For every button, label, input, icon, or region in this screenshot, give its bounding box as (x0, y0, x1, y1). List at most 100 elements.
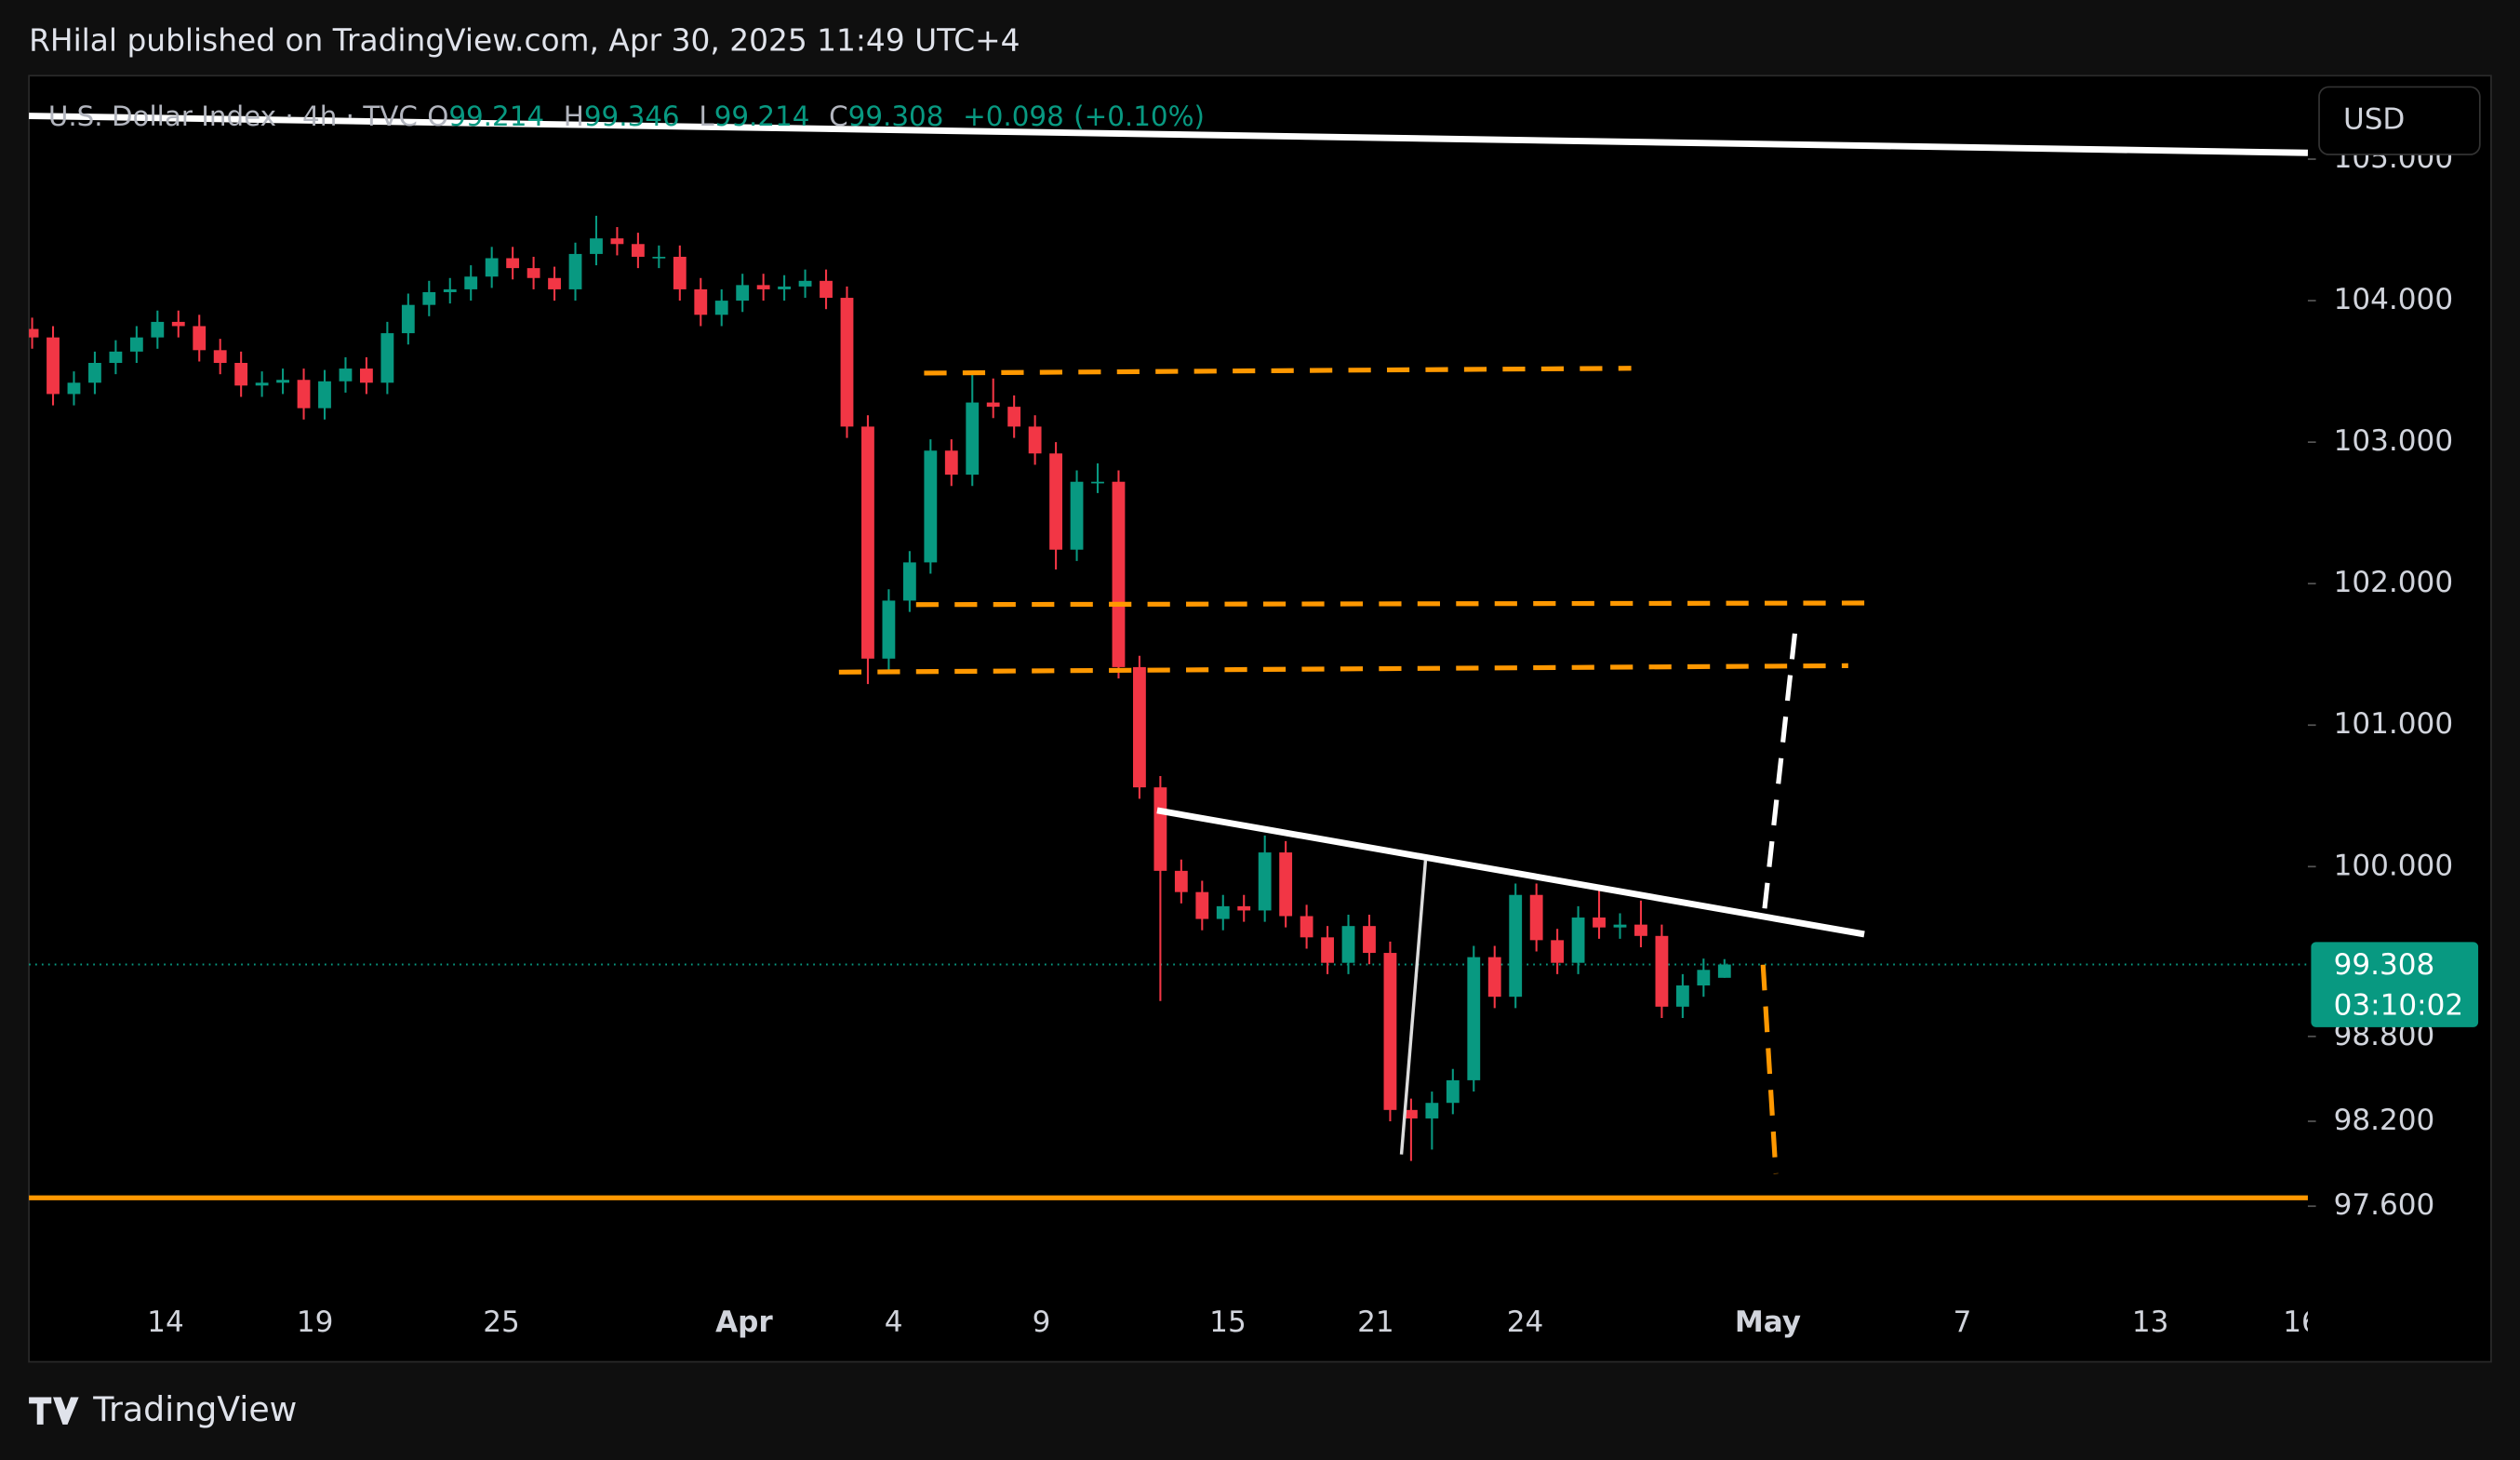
y-axis: 97.60098.20098.800100.000101.000102.0001… (2307, 141, 2454, 1222)
drawings (29, 113, 2309, 1200)
x-tick-label: 7 (1953, 1306, 1972, 1339)
candle-body (1529, 894, 1543, 941)
legend-item: U.S. Dollar Index · 4h · TVC (48, 100, 418, 132)
legend-item: 99.214 (714, 100, 810, 132)
neckline (1156, 807, 1865, 938)
x-tick-label: Apr (715, 1306, 773, 1339)
y-tick-label: 103.000 (2334, 424, 2454, 458)
legend: U.S. Dollar Index · 4h · TVC O99.214 H99.3… (48, 100, 1205, 132)
candle-body (778, 286, 792, 289)
candle-body (568, 253, 582, 289)
y-tick-label: 102.000 (2334, 566, 2454, 599)
candle-body (485, 258, 499, 277)
countdown: 03:10:02 (2334, 988, 2464, 1022)
candle-body (652, 256, 666, 259)
x-tick-label: 25 (483, 1306, 520, 1339)
candle-body (1237, 905, 1251, 911)
y-tick-label: 97.600 (2334, 1188, 2435, 1222)
legend-item: +0.098 (963, 100, 1064, 132)
x-tick-label: 14 (147, 1306, 184, 1339)
x-tick-label: 9 (1033, 1306, 1051, 1339)
candle-body (109, 351, 123, 363)
candle-body (1070, 481, 1084, 550)
candle-body (1383, 953, 1397, 1110)
candle-body (1300, 916, 1313, 938)
candle-body (1091, 481, 1104, 484)
trend-line (29, 113, 2309, 156)
candle-body (1341, 926, 1355, 963)
candle-body (673, 256, 687, 289)
candle-body (1195, 891, 1209, 919)
x-tick-label: 24 (1507, 1306, 1544, 1339)
candle-body (966, 402, 980, 476)
candle-body (47, 337, 60, 395)
candle-body (1634, 924, 1647, 936)
candle-body (1655, 935, 1669, 1007)
y-tick-label: 101.000 (2334, 707, 2454, 741)
candle-body (1613, 924, 1627, 928)
candle-body (151, 321, 165, 338)
legend-item: 99.214 (448, 100, 544, 132)
candle-body (422, 291, 436, 305)
candle-body (1133, 666, 1146, 788)
candle-body (1258, 852, 1272, 911)
pattern-height (1399, 860, 1428, 1155)
x-tick-label: 21 (1357, 1306, 1394, 1339)
candle-body (1279, 852, 1293, 917)
candle-body (464, 276, 478, 289)
price-label: 99.308 (2334, 948, 2435, 982)
candle-body (1571, 918, 1585, 963)
legend-item: 99.346 (584, 100, 680, 132)
candle-body (360, 368, 373, 383)
candle-body (506, 258, 520, 269)
candle-body (1717, 964, 1731, 978)
legend-item: H (564, 100, 584, 132)
candle-body (924, 450, 938, 563)
candle-body (255, 382, 269, 386)
candle-body (1321, 937, 1334, 963)
projection-down (1760, 964, 1779, 1174)
candle-body (527, 268, 540, 278)
candle-body (882, 600, 896, 659)
candle-body (610, 238, 624, 245)
candle-body (129, 337, 143, 352)
currency-button[interactable] (2318, 86, 2481, 155)
candle-body (193, 326, 207, 351)
level-line (915, 600, 1873, 608)
legend-item: L (699, 100, 714, 132)
candle-body (548, 277, 561, 289)
candle-body (756, 285, 770, 289)
x-tick-label: 19 (297, 1306, 334, 1339)
candle-body (631, 244, 645, 257)
candle-body (861, 426, 874, 659)
price-label-box (2311, 942, 2479, 1027)
brand: TradingView (92, 1389, 297, 1429)
footer-logo: TradingView (29, 1389, 297, 1429)
candle-body (318, 381, 331, 409)
candle-body (590, 238, 603, 254)
candle-body (1551, 940, 1565, 963)
candle-body (986, 402, 1000, 408)
candle-body (1675, 985, 1689, 1007)
legend-item: O (427, 100, 448, 132)
candle-body (798, 280, 812, 287)
candle-body (401, 304, 415, 334)
candle-body (902, 562, 916, 601)
candle-body (1007, 407, 1021, 427)
y-tick-label: 100.000 (2334, 849, 2454, 882)
legend-item: 99.308 (848, 100, 944, 132)
candle-body (443, 288, 457, 292)
candle-body (944, 450, 958, 476)
candle-body (1028, 426, 1042, 454)
logo-icon (29, 1397, 79, 1425)
candle-body (1363, 926, 1376, 954)
y-tick-label: 104.000 (2334, 283, 2454, 316)
candle-body (1216, 905, 1230, 919)
currency-label[interactable]: USD (2343, 103, 2405, 137)
projection-up (1762, 630, 1798, 909)
candle-body (820, 280, 833, 299)
legend-item: C (829, 100, 848, 132)
legend-item: (+0.10%) (1073, 100, 1205, 132)
